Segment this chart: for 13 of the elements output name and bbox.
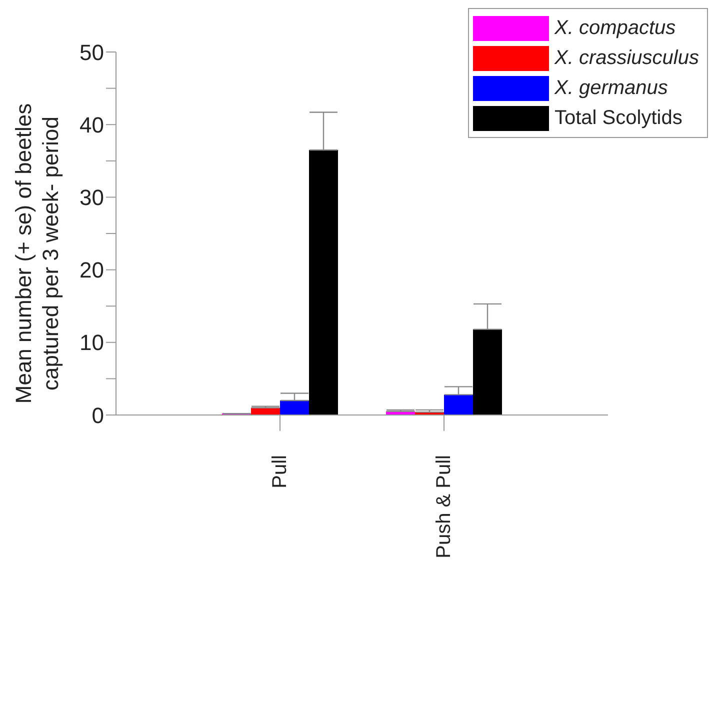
y-tick-label: 20 bbox=[80, 258, 104, 283]
legend-label: X. germanus bbox=[554, 76, 668, 100]
legend-label: Total Scolytids bbox=[554, 106, 682, 130]
legend-label: X. compactus bbox=[554, 16, 676, 40]
y-tick-label: 30 bbox=[80, 185, 104, 210]
y-tick-label: 40 bbox=[80, 112, 104, 138]
x-tick-label: Pull bbox=[269, 455, 291, 488]
y-axis-title: Mean number (+ se) of beetles captured per 3 week- period bbox=[11, 103, 63, 404]
y-tick-label: 10 bbox=[80, 330, 104, 356]
y-tick-label: 0 bbox=[92, 402, 104, 428]
y-tick-label: 50 bbox=[80, 40, 104, 65]
x-tick-label: Push & Pull bbox=[433, 455, 455, 558]
legend-label: X. crassiusculus bbox=[554, 46, 699, 70]
